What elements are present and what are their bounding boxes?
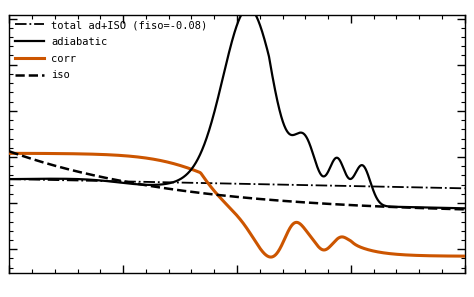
adiabatic	[462, 206, 467, 210]
total ad+ISO (fiso=-0.08)	[30, 178, 36, 181]
iso	[30, 157, 36, 161]
Line: adiabatic: adiabatic	[9, 8, 465, 208]
corr	[7, 151, 12, 155]
corr	[216, 194, 221, 198]
total ad+ISO (fiso=-0.08)	[7, 177, 12, 181]
iso	[448, 207, 454, 211]
adiabatic	[228, 44, 234, 48]
total ad+ISO (fiso=-0.08)	[462, 187, 467, 190]
total ad+ISO (fiso=-0.08)	[228, 182, 234, 185]
iso	[228, 195, 234, 198]
total ad+ISO (fiso=-0.08)	[365, 185, 371, 188]
iso	[462, 208, 467, 211]
corr	[462, 254, 467, 258]
adiabatic	[7, 177, 12, 181]
corr	[365, 248, 371, 252]
adiabatic	[246, 6, 251, 10]
adiabatic	[30, 177, 36, 181]
iso	[448, 207, 454, 211]
iso	[216, 193, 221, 197]
iso	[365, 204, 371, 208]
adiabatic	[448, 206, 454, 210]
corr	[268, 255, 273, 259]
Line: corr: corr	[9, 153, 465, 257]
corr	[30, 151, 36, 155]
corr	[449, 254, 455, 258]
total ad+ISO (fiso=-0.08)	[216, 181, 221, 185]
total ad+ISO (fiso=-0.08)	[448, 186, 454, 190]
corr	[228, 207, 234, 211]
Line: iso: iso	[9, 151, 465, 209]
total ad+ISO (fiso=-0.08)	[448, 186, 454, 190]
adiabatic	[216, 93, 221, 97]
corr	[448, 254, 454, 258]
Legend: total ad+ISO (fiso=-0.08), adiabatic, corr, iso: total ad+ISO (fiso=-0.08), adiabatic, co…	[11, 17, 210, 83]
Line: total ad+ISO (fiso=-0.08): total ad+ISO (fiso=-0.08)	[9, 179, 465, 188]
adiabatic	[449, 206, 455, 210]
iso	[7, 150, 12, 153]
adiabatic	[365, 173, 371, 177]
